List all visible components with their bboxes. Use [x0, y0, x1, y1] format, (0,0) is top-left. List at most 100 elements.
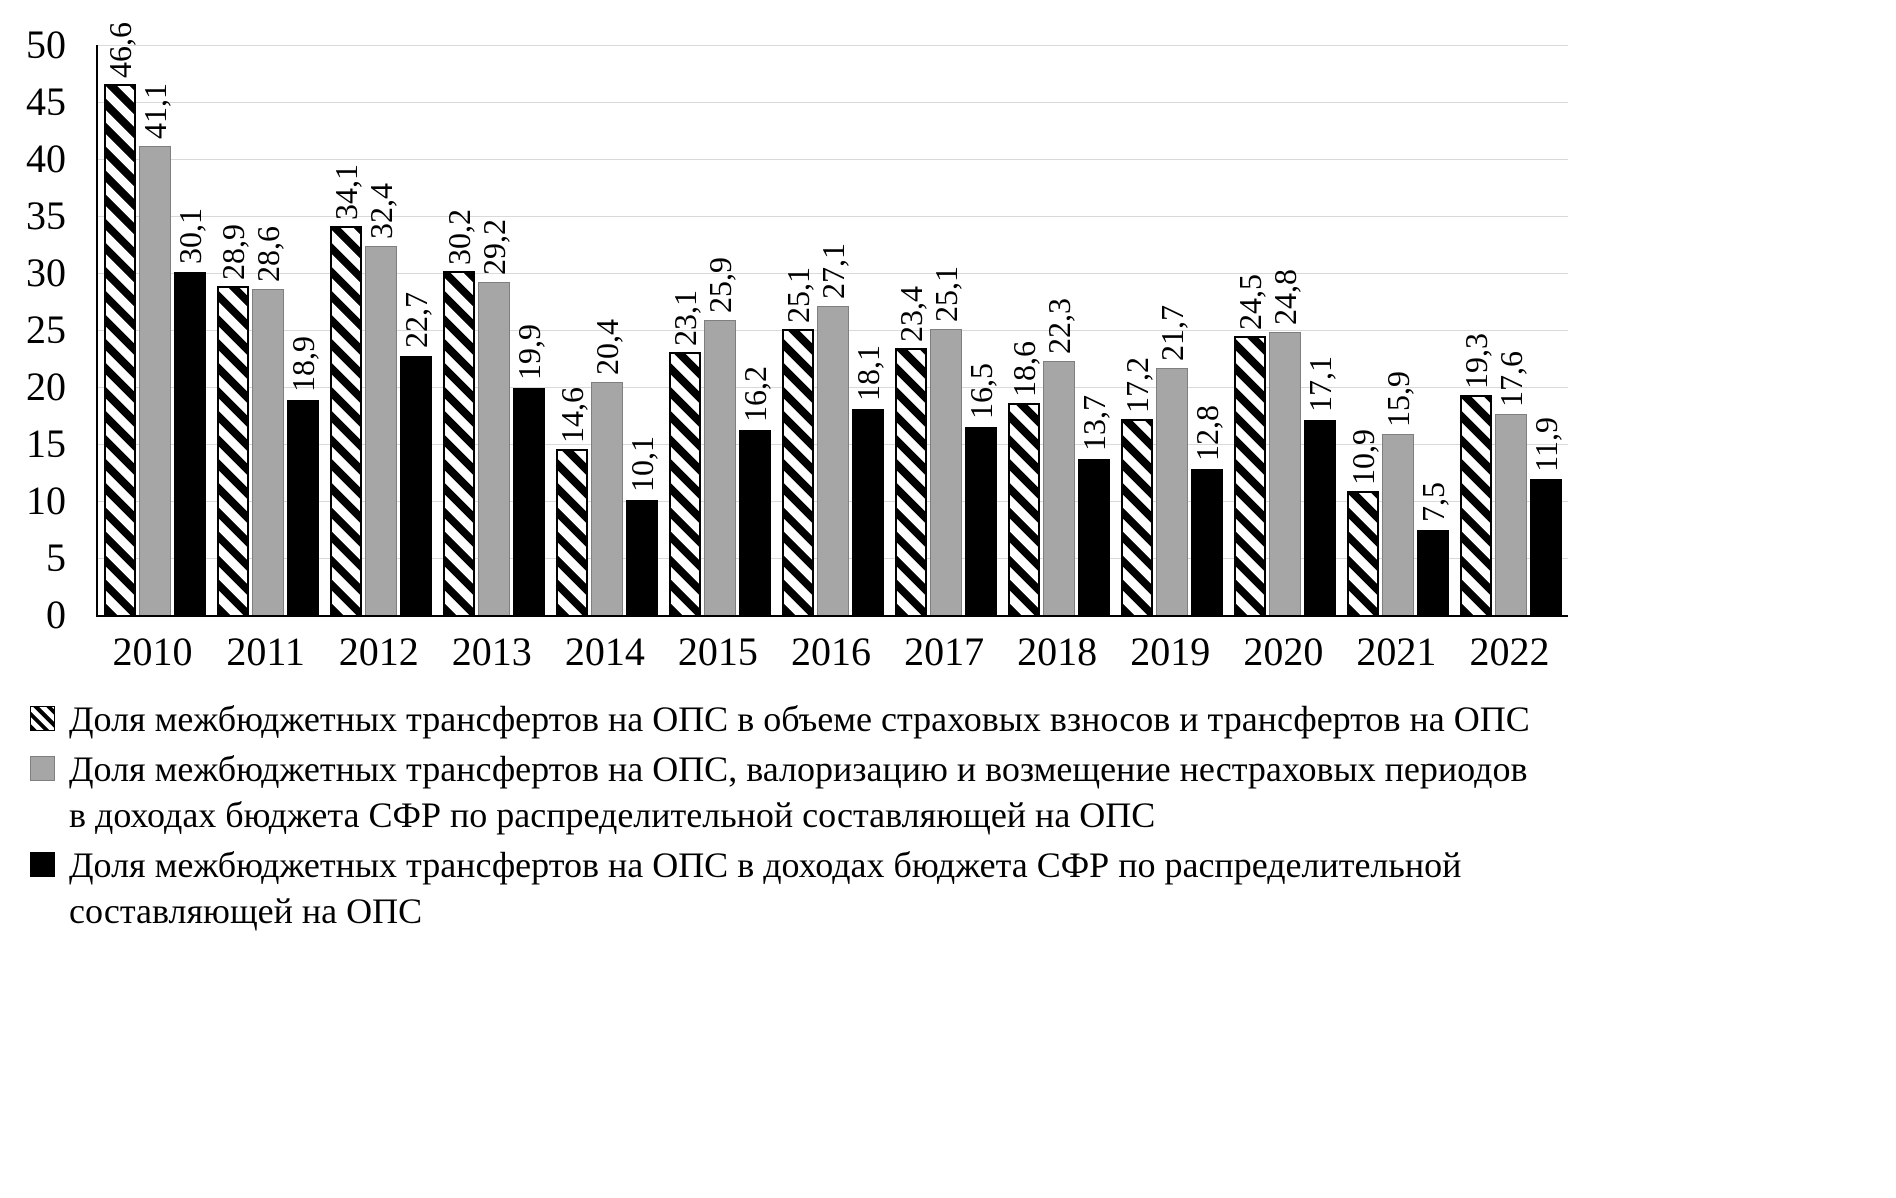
- bar-s1-2015: 23,1: [667, 290, 703, 615]
- bar-s3-2010: 30,1: [172, 208, 208, 615]
- x-tick-label-2015: 2015: [677, 629, 758, 674]
- bar-value-label: 32,4: [362, 182, 399, 239]
- bar-s3-2022: 11,9: [1528, 417, 1564, 615]
- bar-s1-2014: 14,6: [554, 387, 590, 615]
- bar-s2-2015: 25,9: [702, 257, 738, 615]
- bar-value-label: 16,5: [963, 362, 1000, 419]
- bar-group-2013: 30,2 29,2 19,9: [437, 45, 550, 615]
- bar-s3-2017: 16,5: [963, 363, 999, 615]
- bar-value-label: 23,1: [666, 289, 703, 346]
- x-tick-label-2016: 2016: [791, 629, 871, 674]
- bar-value-label: 15,9: [1380, 370, 1417, 427]
- legend-marker-hatched-icon: [30, 706, 55, 731]
- bar-s2-2010: 41,1: [137, 83, 173, 615]
- bar-s1-2012: 34,1: [328, 164, 364, 615]
- y-tick-label: 50: [26, 22, 66, 67]
- bar-s1-2021: 10,9: [1345, 429, 1381, 615]
- bar-s3-2018: 13,7: [1076, 395, 1112, 615]
- bar-value-label: 25,1: [780, 266, 816, 323]
- x-tick-label-2022: 2022: [1469, 629, 1550, 674]
- bar-value-label: 29,2: [475, 219, 512, 276]
- x-tick-label-2020: 2020: [1243, 629, 1324, 674]
- x-tick-label-2010: 2010: [112, 629, 193, 674]
- bar-value-label: 28,6: [249, 225, 286, 282]
- bar-s3-2021: 7,5: [1415, 482, 1451, 615]
- bar-s1-2016: 25,1: [780, 267, 816, 615]
- y-tick-label: 35: [26, 193, 66, 238]
- x-tick-label-2014: 2014: [564, 629, 645, 674]
- bar-value-label: 24,5: [1232, 273, 1269, 330]
- bar-value-label: 25,1: [928, 265, 965, 322]
- bar-value-label: 16,2: [736, 366, 773, 423]
- bar-value-label: 7,5: [1415, 481, 1452, 522]
- bar-value-label: 22,7: [397, 292, 434, 349]
- bar-s3-2011: 18,9: [285, 336, 321, 615]
- bar-value-label: 19,3: [1458, 332, 1495, 389]
- legend-label: Доля межбюджетных трансфертов на ОПС, ва…: [69, 749, 1528, 836]
- bar-value-label: 21,7: [1154, 304, 1191, 361]
- x-tick-label-2019: 2019: [1130, 629, 1211, 674]
- bar-s2-2011: 28,6: [250, 226, 286, 615]
- y-tick-label: 30: [26, 250, 66, 295]
- bar-groups: 46,6 41,1 30,1 28,9 28,6 18,9 34,1 32,4 22,7 30,2…: [98, 22, 1568, 615]
- bar-s3-2019: 12,8: [1189, 405, 1225, 615]
- y-tick-label: 40: [26, 136, 66, 181]
- bar-s3-2013: 19,9: [511, 324, 547, 615]
- bar-group-2017: 23,4 25,1 16,5: [890, 45, 1003, 615]
- plot-area: 46,6 41,1 30,1 28,9 28,6 18,9 34,1 32,4 22,7 30,2…: [96, 22, 1568, 617]
- bar-s2-2017: 25,1: [928, 266, 964, 615]
- bar-group-2022: 19,3 17,6 11,9: [1455, 45, 1568, 615]
- legend-label: Доля межбюджетных трансфертов на ОПС в д…: [69, 845, 1462, 932]
- bar-s2-2021: 15,9: [1380, 371, 1416, 615]
- bar-value-label: 25,9: [701, 256, 738, 313]
- x-tick-label-2018: 2018: [1017, 629, 1098, 674]
- bar-value-label: 17,1: [1302, 356, 1339, 413]
- bar-value-label: 23,4: [893, 286, 930, 343]
- bar-s2-2022: 17,6: [1493, 351, 1529, 615]
- gridline: [98, 216, 1568, 217]
- bar-s2-2016: 27,1: [815, 243, 851, 615]
- bar-s2-2018: 22,3: [1041, 298, 1077, 615]
- bar-value-label: 10,9: [1345, 428, 1382, 485]
- bar-value-label: 12,8: [1189, 405, 1226, 462]
- bar-value-label: 22,3: [1041, 297, 1078, 354]
- bar-value-label: 17,6: [1493, 351, 1530, 408]
- bar-s1-2022: 19,3: [1458, 333, 1494, 615]
- legend-marker-gray-icon: [30, 756, 55, 782]
- bar-s2-2020: 24,8: [1267, 269, 1303, 615]
- bar-value-label: 19,9: [510, 324, 547, 381]
- y-tick-label: 20: [26, 364, 66, 409]
- y-tick-label: 15: [26, 421, 66, 466]
- x-tick-label-2017: 2017: [904, 629, 985, 674]
- bar-value-label: 10,1: [623, 435, 660, 492]
- legend-item-transfers-valorization-share: Доля межбюджетных трансфертов на ОПС, ва…: [30, 746, 1610, 838]
- bar-s2-2012: 32,4: [363, 183, 399, 615]
- bar-group-2021: 10,9 15,9 7,5: [1342, 45, 1455, 615]
- bar-s3-2012: 22,7: [398, 292, 434, 615]
- bar-value-label: 20,4: [588, 319, 625, 376]
- bar-s1-2013: 30,2: [441, 209, 477, 615]
- bar-group-2015: 23,1 25,9 16,2: [663, 45, 776, 615]
- y-tick-label: 25: [26, 307, 66, 352]
- x-tick-label-2013: 2013: [451, 629, 532, 674]
- legend-marker-black-icon: [30, 852, 55, 878]
- y-axis: 0 5 10 15 20 25 30 35 40 45 50: [0, 25, 80, 635]
- gridline: [98, 45, 1568, 46]
- bar-s1-2010: 46,6: [102, 22, 138, 615]
- bar-group-2012: 34,1 32,4 22,7: [324, 45, 437, 615]
- bar-s3-2016: 18,1: [850, 345, 886, 615]
- bar-value-label: 34,1: [327, 164, 364, 221]
- legend: Доля межбюджетных трансфертов на ОПС в о…: [30, 696, 1610, 934]
- bar-value-label: 41,1: [136, 83, 173, 140]
- bar-s1-2018: 18,6: [1006, 341, 1042, 615]
- bar-value-label: 18,6: [1006, 340, 1043, 397]
- bar-group-2016: 25,1 27,1 18,1: [776, 45, 889, 615]
- gridline: [98, 102, 1568, 103]
- gridline: [98, 273, 1568, 274]
- bar-value-label: 24,8: [1267, 269, 1304, 326]
- x-axis: 2010 2011 2012 2013 2014 2015 2016 2017 2018 2019…: [96, 630, 1566, 674]
- bar-s3-2020: 17,1: [1302, 356, 1338, 615]
- bar-value-label: 27,1: [815, 243, 851, 300]
- bar-s1-2017: 23,4: [893, 286, 929, 615]
